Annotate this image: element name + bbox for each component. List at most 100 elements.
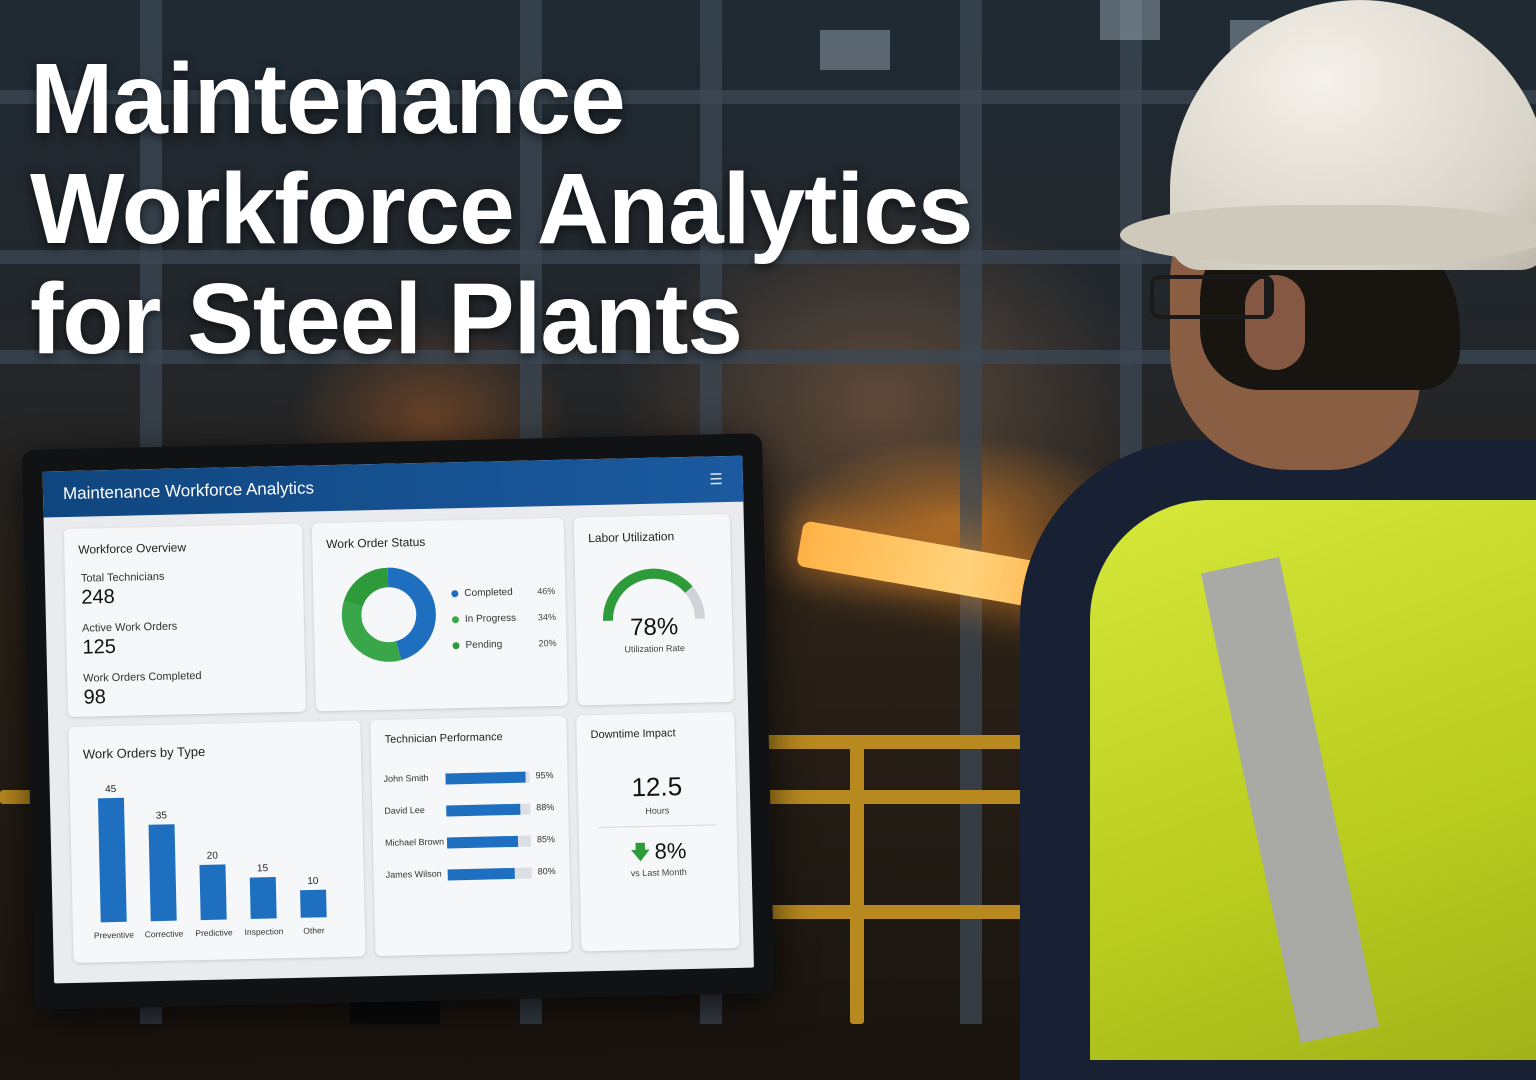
stat-value: 248 (81, 585, 115, 609)
stat-label: Total Technicians (80, 570, 165, 585)
category-tick-label: Preventive (94, 930, 135, 941)
technician-row: David Lee 88% (384, 800, 564, 820)
dashboard-screen: Maintenance Workforce Analytics ☰ Workfo… (42, 455, 754, 984)
performance-bar-track (446, 835, 532, 849)
technician-row: James Wilson 80% (386, 864, 566, 884)
donut-slice-in-progress (341, 567, 436, 662)
structural-beam (0, 250, 1536, 264)
work-orders-by-type-card: Work Orders by Type 45 Preventive 35 Correc… (68, 720, 366, 963)
utilization-label: Utilization Rate (624, 643, 686, 655)
bar-value-label: 15 (257, 863, 269, 874)
legend-dot (451, 589, 459, 598)
downtime-impact-card: Downtime Impact 12.5 Hours 🡇 8% vs Last M… (576, 711, 740, 952)
legend-completed: Completed 46% (451, 586, 561, 599)
safety-glasses (1150, 275, 1274, 319)
structural-beam (0, 350, 1536, 364)
performance-percent: 85% (536, 834, 556, 845)
headline-line-2: Workforce Analytics (30, 153, 973, 265)
guard-rail-post (850, 740, 864, 1024)
technician-performance-card: Technician Performance John Smith 95% Davi… (370, 715, 572, 957)
technician-row: John Smith 95% (383, 768, 563, 788)
legend-pending: Pending 20% (452, 638, 562, 651)
legend-dot (452, 641, 460, 650)
donut-slice-completed (341, 567, 436, 662)
stat-value: 125 (82, 635, 117, 659)
technician-list: John Smith 95% David Lee 88% Michael Brown 85… (370, 716, 566, 881)
arrow-down-icon: 🡇 (629, 841, 651, 865)
labor-utilization-card: Labor Utilization 78% Utilization Rate (573, 513, 734, 706)
category-tick-label: Corrective (145, 928, 184, 939)
legend-pct: 20% (538, 637, 557, 649)
app-title: Maintenance Workforce Analytics (62, 478, 315, 504)
utilization-gauge (603, 568, 705, 621)
bar-predictive (199, 864, 227, 921)
performance-bar-fill (446, 835, 519, 849)
stat-value: 98 (83, 686, 107, 709)
legend-label: Pending (465, 639, 503, 651)
performance-bar-track (445, 771, 530, 785)
utilization-value: 78% (629, 613, 679, 642)
bar-preventive (97, 797, 127, 923)
performance-bar-fill (447, 867, 516, 881)
stat-label: Active Work Orders (81, 620, 178, 635)
performance-percent: 95% (535, 770, 554, 781)
factory-window (820, 30, 890, 70)
performance-bar-track (446, 803, 531, 817)
headline: Maintenance Workforce Analytics for Stee… (30, 44, 1030, 374)
legend-label: In Progress (464, 612, 517, 625)
headline-line-1: Maintenance (30, 43, 626, 155)
category-tick-label: Predictive (195, 927, 233, 938)
technician-name: David Lee (384, 804, 425, 816)
performance-bar-fill (446, 803, 521, 817)
bar-other (300, 889, 327, 918)
technician-row: Michael Brown 85% (385, 832, 565, 852)
bar-value-label: 45 (105, 784, 117, 795)
performance-bar-fill (445, 771, 526, 785)
bar-value-label: 35 (156, 810, 168, 821)
downtime-unit: Hours (645, 805, 670, 816)
work-orders-bar-chart: 45 Preventive 35 Corrective 20 Predictive 15 In… (94, 784, 327, 941)
hamburger-menu-icon[interactable]: ☰ (709, 471, 724, 489)
stat-active-work-orders: Active Work Orders 125 (82, 621, 178, 660)
stat-total-technicians: Total Technicians 248 (81, 571, 165, 610)
performance-percent: 88% (536, 802, 555, 813)
work-order-status-card: Work Order Status Completed 46% In Progr… (311, 517, 568, 712)
worker-ear (1245, 275, 1305, 370)
bar-value-label: 20 (207, 851, 219, 862)
technician-name: James Wilson (385, 868, 442, 880)
technician-name: John Smith (383, 772, 429, 784)
bar-corrective (148, 824, 177, 922)
legend-dot (451, 615, 460, 624)
card-title: Work Order Status (326, 534, 426, 552)
card-title: Workforce Overview (78, 540, 187, 557)
downtime-change-label: vs Last Month (630, 867, 687, 879)
divider (598, 824, 717, 829)
hard-hat-brim (1120, 205, 1536, 265)
stat-label: Work Orders Completed (83, 669, 202, 685)
workforce-overview-card: Workforce Overview Total Technicians 248… (63, 523, 307, 718)
legend-label: Completed (464, 586, 513, 599)
category-tick-label: Inspection (245, 926, 284, 937)
gauge-fill (603, 568, 693, 621)
performance-percent: 80% (537, 866, 556, 877)
bar-value-label: 10 (307, 876, 319, 887)
legend-in-progress: In Progress 34% (451, 611, 562, 625)
downtime-value: 12.5 (631, 771, 683, 803)
technician-name: Michael Brown (384, 836, 445, 848)
structural-beam (0, 90, 1536, 104)
downtime-change-value: 8% (654, 838, 687, 864)
stat-work-orders-completed: Work Orders Completed 98 (83, 670, 202, 710)
worker-figure (1000, 0, 1536, 1080)
card-title: Technician Performance (384, 731, 503, 746)
status-donut-chart (341, 567, 436, 662)
legend-pct: 34% (537, 611, 557, 623)
app-header: Maintenance Workforce Analytics ☰ (42, 455, 744, 518)
card-title: Downtime Impact (590, 727, 676, 742)
category-tick-label: Other (303, 925, 325, 935)
headline-line-3: for Steel Plants (30, 263, 743, 375)
performance-bar-track (447, 867, 532, 881)
monitor: Maintenance Workforce Analytics ☰ Workfo… (22, 433, 775, 1010)
bar-inspection (249, 877, 277, 919)
legend-pct: 46% (537, 585, 556, 597)
card-title: Labor Utilization (587, 529, 675, 546)
